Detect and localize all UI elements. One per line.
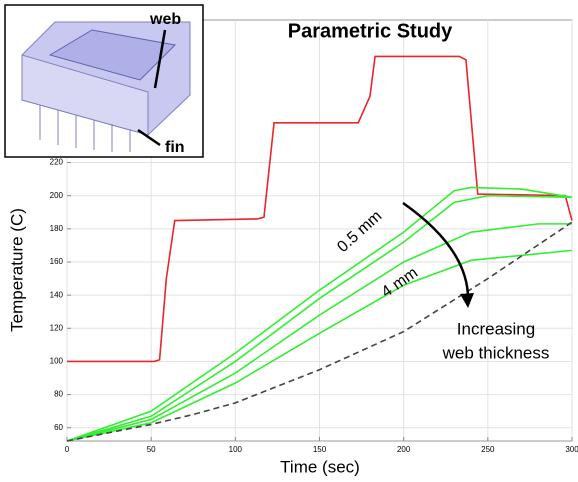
y-tick-label: 80 bbox=[54, 390, 63, 399]
x-tick-label: 0 bbox=[65, 445, 70, 454]
y-tick-label: 180 bbox=[50, 224, 64, 233]
y-axis-label: Temperature (C) bbox=[7, 208, 26, 332]
y-tick-label: 60 bbox=[54, 423, 63, 432]
x-tick-label: 250 bbox=[481, 445, 495, 454]
y-tick-label: 100 bbox=[50, 357, 64, 366]
y-tick-label: 160 bbox=[50, 257, 64, 266]
y-tick-label: 140 bbox=[50, 290, 64, 299]
x-tick-label: 200 bbox=[397, 445, 411, 454]
x-tick-label: 100 bbox=[229, 445, 243, 454]
inset: web fin bbox=[5, 5, 203, 157]
inset-label: web bbox=[149, 11, 181, 28]
x-tick-label: 300 bbox=[565, 445, 578, 454]
y-tick-label: 120 bbox=[50, 323, 64, 332]
y-tick-label: 200 bbox=[50, 191, 64, 200]
inset-label: fin bbox=[165, 139, 185, 156]
chart-title: Parametric Study bbox=[288, 20, 453, 42]
chart: 0 50 100 150 200 250 300 60 80 100 120 140 160 180 200… bbox=[0, 0, 578, 482]
x-axis-label: Time (sec) bbox=[280, 457, 360, 476]
x-tick-label: 50 bbox=[147, 445, 156, 454]
annotation: Increasing bbox=[457, 319, 535, 338]
annotation: web thickness bbox=[442, 343, 550, 362]
y-tick-label: 220 bbox=[50, 158, 64, 167]
x-tick-label: 150 bbox=[313, 445, 327, 454]
